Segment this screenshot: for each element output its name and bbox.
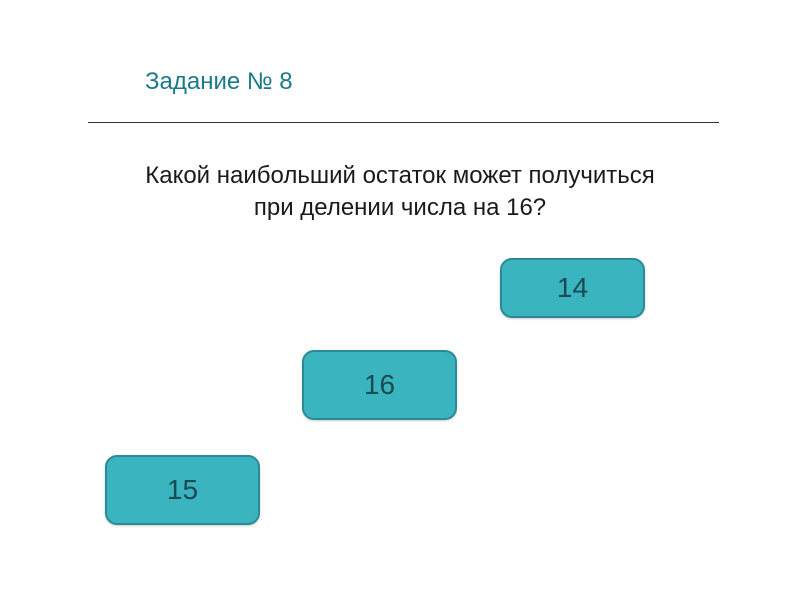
answer-label: 14 <box>557 272 588 304</box>
answer-option-15[interactable]: 15 <box>105 455 260 525</box>
quiz-slide: Задание № 8 Какой наибольший остаток мож… <box>0 0 800 600</box>
title-divider <box>88 122 719 123</box>
answer-option-14[interactable]: 14 <box>500 258 645 318</box>
answer-label: 15 <box>167 474 198 506</box>
answer-label: 16 <box>364 369 395 401</box>
answer-option-16[interactable]: 16 <box>302 350 457 420</box>
question-text: Какой наибольший остаток может получитьс… <box>140 160 660 225</box>
task-title: Задание № 8 <box>145 68 293 96</box>
